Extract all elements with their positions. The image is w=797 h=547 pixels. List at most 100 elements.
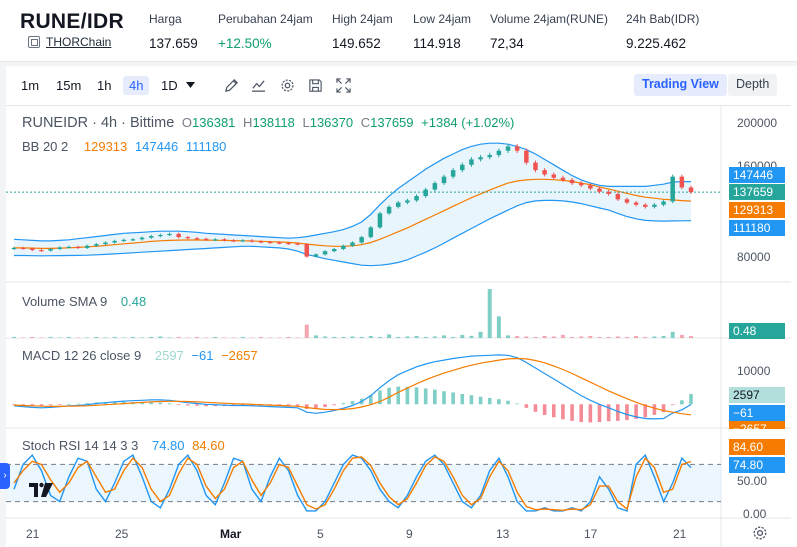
draw-pencil-icon[interactable]: [224, 78, 239, 93]
volume-bar: [560, 334, 565, 338]
macd-histogram-bar: [176, 404, 181, 406]
candle-body: [57, 247, 62, 249]
stat-label: Harga: [149, 12, 182, 26]
chart-panel[interactable]: 1m 15m 1h 4h 1D Trading View Depth RUNEI…: [6, 66, 797, 547]
timeframe-1m[interactable]: 1m: [21, 78, 40, 93]
stat-idr-24h: 24h Bab(IDR) 9.225.462: [626, 12, 699, 51]
chart-settings-gear-icon[interactable]: [752, 525, 768, 541]
fullscreen-icon[interactable]: [336, 78, 351, 93]
x-tick: 13: [496, 527, 510, 541]
macd-line-tag: −61: [729, 405, 785, 421]
volume-bar: [515, 335, 520, 338]
indicator-chart-icon[interactable]: [251, 78, 266, 93]
macd-signal-tag: −2657: [729, 421, 785, 429]
candle-body: [313, 254, 319, 257]
macd-histogram-bar: [616, 404, 620, 421]
macd-histogram-bar: [497, 399, 501, 405]
network-link[interactable]: THORChain: [46, 35, 112, 49]
volume-bar: [551, 336, 556, 338]
candle-body: [460, 164, 465, 171]
stoch-d-line: [13, 456, 692, 512]
volume-bar: [615, 336, 620, 338]
last-price-tag: 137659: [729, 184, 785, 200]
macd-histogram-bar: [469, 395, 474, 405]
bb-lower-line: [14, 199, 692, 267]
macd-histogram-bar: [149, 402, 154, 405]
open-label: O: [181, 115, 193, 130]
gear-icon[interactable]: [280, 78, 295, 93]
candle-body: [75, 246, 81, 249]
candle-body: [350, 242, 355, 246]
candle-body: [405, 200, 410, 203]
timeframe-1h[interactable]: 1h: [97, 78, 112, 93]
volume-bar: [176, 336, 181, 338]
network-info[interactable]: THORChain: [28, 35, 111, 49]
macd-histogram-bar: [451, 392, 455, 405]
stat-label: Low 24jam: [413, 12, 472, 26]
candle-body: [661, 201, 666, 205]
volume-bar: [652, 336, 657, 338]
stat-low-24h: Low 24jam 114.918: [413, 12, 471, 51]
candle-body: [341, 245, 346, 249]
candle-body: [240, 240, 245, 242]
stoch-d-value: 84.60: [192, 438, 225, 453]
pair-title: RUNE/IDR: [20, 10, 124, 33]
candle-body: [267, 241, 273, 244]
candle-body: [496, 150, 502, 156]
candle-body: [103, 242, 108, 245]
volume-bar: [350, 336, 355, 338]
macd-histogram-bar: [652, 404, 657, 415]
volume-bar: [130, 336, 135, 338]
chevron-down-icon[interactable]: [186, 82, 195, 89]
volume-value: 0.48: [120, 294, 147, 309]
volume-bar: [222, 337, 227, 338]
timeframe-15m[interactable]: 15m: [56, 78, 82, 93]
close-value: 137659: [370, 115, 414, 130]
expand-panel-handle[interactable]: ›: [0, 463, 10, 489]
candle-body: [222, 239, 227, 241]
macd-histogram-bar: [368, 395, 373, 405]
candle-body: [524, 150, 529, 163]
candle-body: [295, 243, 300, 245]
timeframe-1d[interactable]: 1D: [161, 78, 178, 93]
macd-histogram-bar: [158, 402, 163, 405]
bb-basis-tag: 129313: [729, 202, 785, 218]
price-tick: 80000: [737, 250, 771, 264]
stat-price: Harga 137.659: [149, 12, 198, 51]
macd-histogram-bar: [323, 404, 327, 408]
volume-bar: [588, 335, 593, 338]
macd-histogram-bar: [167, 403, 172, 405]
volume-bar: [634, 335, 639, 338]
stoch-name: Stoch RSI 14 14 3 3: [22, 438, 139, 453]
volume-bar: [396, 336, 401, 338]
candle-body: [560, 177, 566, 180]
macd-histogram-bar: [597, 404, 602, 423]
timeframe-4h[interactable]: 4h: [123, 76, 150, 95]
high-label: H: [243, 115, 253, 130]
stat-change-24h: Perubahan 24jam +12.50%: [218, 12, 313, 51]
macd-histogram-bar: [204, 404, 208, 407]
depth-button[interactable]: Depth: [728, 74, 778, 96]
volume-bar: [460, 334, 465, 338]
macd-histogram-bar: [21, 404, 25, 406]
stoch-d-tag: 84.60: [729, 439, 785, 455]
macd-histogram-bar: [286, 404, 291, 406]
macd-histogram-bar: [250, 404, 254, 406]
chart-canvas[interactable]: [6, 106, 797, 547]
copy-icon: [28, 36, 40, 48]
save-icon[interactable]: [308, 78, 323, 93]
trading-view-button[interactable]: Trading View: [634, 74, 727, 96]
candle-body: [569, 179, 575, 184]
candle-body: [148, 236, 154, 238]
macd-histogram-bar: [332, 404, 337, 406]
volume-bar: [76, 337, 81, 338]
macd-histogram-bar: [57, 404, 62, 406]
change-value: +1384 (+1.02%): [421, 115, 515, 130]
volume-bar: [606, 336, 611, 338]
candle-body: [670, 176, 675, 202]
volume-bar: [286, 336, 291, 338]
macd-histogram-bar: [680, 400, 684, 405]
volume-bar: [185, 337, 190, 338]
candle-body: [176, 233, 181, 238]
candle-body: [48, 249, 53, 251]
